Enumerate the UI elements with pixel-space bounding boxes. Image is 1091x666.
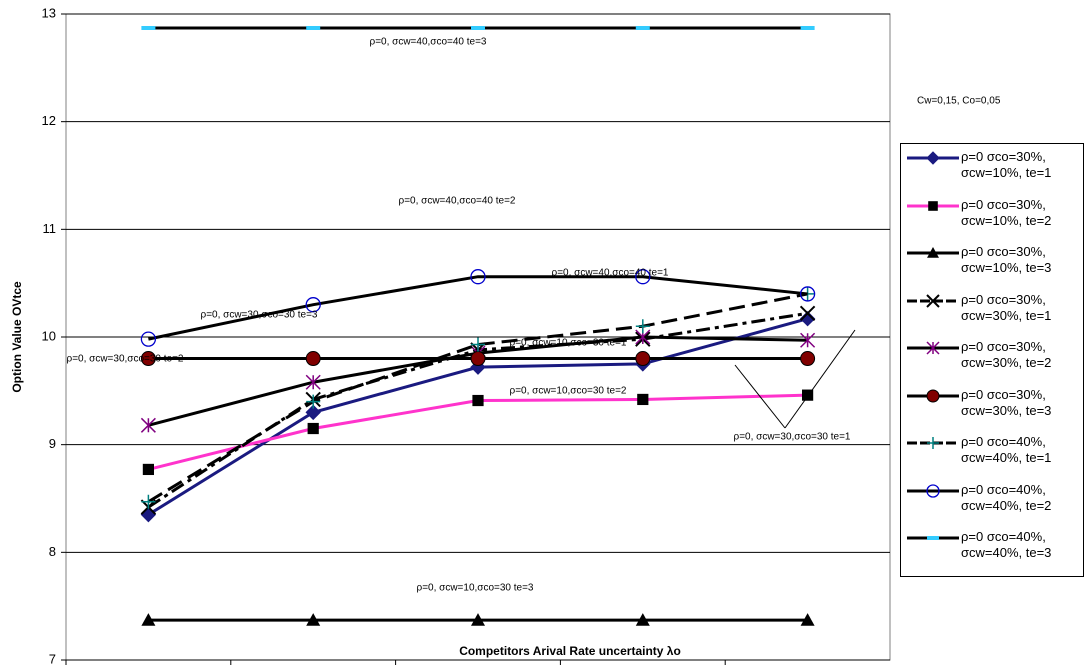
marker <box>927 247 939 258</box>
marker <box>926 389 940 402</box>
legend-label: ρ=0 σco=30%, σcw=30%, te=3 <box>961 386 1052 418</box>
annotation-arrow <box>734 364 786 429</box>
marker <box>927 437 939 449</box>
annotation: ρ=0, σcw=40,σco=40 te=1 <box>552 268 669 279</box>
annotation: ρ=0, σcw=30,σco=30 te=3 <box>201 310 318 321</box>
marker <box>471 337 485 352</box>
annotation: ρ=0, σcw=10,σco=30 te=3 <box>417 583 534 594</box>
marker <box>307 422 319 435</box>
marker <box>637 393 649 406</box>
annotation: ρ=0, σcw=10,σco=30 te=2 <box>510 386 627 397</box>
legend-item: ρ=0 σco=30%, σcw=10%, te=3 <box>905 243 1083 291</box>
legend-swatch <box>907 483 959 498</box>
y-tick-label: 10 <box>42 328 56 343</box>
legend-swatch <box>907 151 959 165</box>
annotation-arrow <box>784 329 856 429</box>
marker <box>635 25 650 30</box>
legend-item: ρ=0 σco=30%, σcw=10%, te=2 <box>905 196 1083 244</box>
legend-swatch <box>907 341 959 355</box>
legend-swatch <box>907 536 959 540</box>
marker <box>141 25 156 30</box>
legend-swatch <box>907 247 959 258</box>
marker <box>926 341 940 355</box>
legend-label: ρ=0 σco=30%, σcw=10%, te=2 <box>961 196 1052 228</box>
y-tick-label: 12 <box>42 113 56 128</box>
legend-swatch <box>907 200 959 211</box>
marker <box>141 494 156 509</box>
legend-item: ρ=0 σco=40%, σcw=40%, te=2 <box>905 481 1083 529</box>
legend-label: ρ=0 σco=40%, σcw=40%, te=2 <box>961 481 1052 513</box>
marker <box>800 351 816 367</box>
marker <box>470 351 486 367</box>
marker <box>802 389 814 401</box>
legend-swatch <box>907 437 959 449</box>
marker <box>471 25 485 30</box>
marker <box>635 319 650 334</box>
legend: ρ=0 σco=30%, σcw=10%, te=1 ρ=0 σco=30%, σ… <box>900 143 1084 577</box>
legend-label: ρ=0 σco=40%, σcw=40%, te=1 <box>961 434 1052 465</box>
marker <box>306 25 321 30</box>
annotation: ρ=0, σcw=40,σco=40 te=3 <box>370 37 487 48</box>
series-line <box>148 275 808 341</box>
y-axis-title: Option Value OVtce <box>10 281 24 393</box>
annotation: ρ=0, σcw=30,σco=30 te=2 <box>67 354 184 365</box>
legend-item: ρ=0 σco=30%, σcw=30%, te=2 <box>905 338 1083 386</box>
marker <box>928 200 938 211</box>
marker <box>926 483 940 498</box>
legend-item: ρ=0 σco=40%, σcw=40%, te=3 <box>905 528 1083 576</box>
legend-label: ρ=0 σco=30%, σcw=10%, te=3 <box>961 244 1052 275</box>
marker <box>305 297 321 313</box>
marker <box>926 151 940 165</box>
marker <box>799 305 816 322</box>
legend-label: ρ=0 σco=30%, σcw=30%, te=1 <box>961 291 1052 323</box>
series-line <box>148 393 808 471</box>
legend-item: ρ=0 σco=30%, σcw=10%, te=1 <box>905 148 1083 196</box>
marker <box>140 506 157 523</box>
marker <box>471 613 485 626</box>
marker <box>306 394 321 409</box>
y-tick-label: 9 <box>49 436 56 451</box>
legend-swatch <box>907 389 959 402</box>
marker <box>926 293 940 308</box>
marker <box>470 269 486 285</box>
legend-label: ρ=0 σco=30%, σcw=30%, te=2 <box>961 339 1052 370</box>
y-tick-label: 11 <box>43 221 57 236</box>
marker <box>140 417 156 433</box>
y-tick-label: 13 <box>42 5 56 20</box>
marker <box>140 331 157 347</box>
legend-title: Cw=0,15, Co=0,05 <box>917 96 1001 107</box>
marker <box>306 613 321 626</box>
marker <box>305 374 321 390</box>
marker <box>305 404 321 421</box>
series-line <box>147 292 808 504</box>
marker <box>927 536 939 540</box>
legend-label: ρ=0 σco=40%, σcw=40%, te=3 <box>961 529 1052 560</box>
marker <box>635 269 651 285</box>
annotation: ρ=0, σcw=40,σco=40 te=2 <box>399 196 516 207</box>
marker <box>140 351 156 367</box>
legend-item: ρ=0 σco=30%, σcw=30%, te=1 <box>905 291 1083 339</box>
marker <box>800 613 815 626</box>
x-axis-title: Competitors Arival Rate uncertainty λo <box>459 644 681 658</box>
legend-swatch <box>907 293 959 308</box>
marker <box>799 310 816 327</box>
annotation: ρ=0, σcw=30,σco=30 te=1 <box>734 432 851 443</box>
legend-item: ρ=0 σco=30%, σcw=30%, te=3 <box>905 386 1083 434</box>
annotation: ρ=0, σcw=10,σco=30 te=1 <box>510 338 627 349</box>
marker <box>635 613 650 626</box>
marker <box>800 25 815 30</box>
marker <box>141 613 156 626</box>
legend-label: ρ=0 σco=30%, σcw=10%, te=1 <box>961 149 1052 180</box>
y-tick-label: 7 <box>49 651 56 666</box>
legend-item: ρ=0 σco=40%, σcw=40%, te=1 <box>905 433 1083 481</box>
y-tick-label: 8 <box>49 544 56 559</box>
marker <box>799 286 816 302</box>
marker <box>800 332 816 348</box>
marker <box>305 351 321 367</box>
marker <box>142 463 154 476</box>
marker <box>635 351 651 367</box>
marker <box>472 394 484 407</box>
